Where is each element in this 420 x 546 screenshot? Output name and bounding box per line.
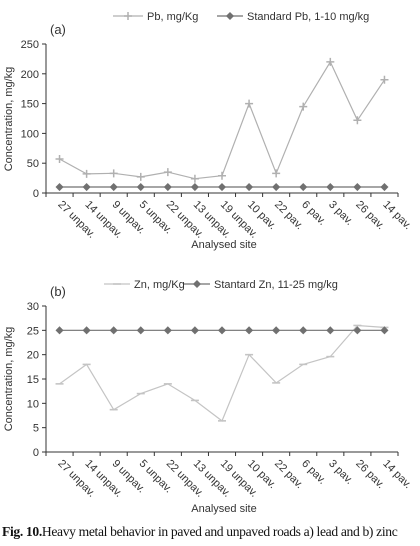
y-tick-label: 150	[21, 99, 39, 111]
data-point-1	[326, 183, 335, 192]
x-tick-label: 26 pav.	[353, 458, 386, 491]
data-point-0	[272, 169, 281, 178]
y-axis-title: Concentration, mg/kg	[3, 67, 15, 172]
data-point-1	[217, 183, 227, 192]
data-point-0	[136, 172, 145, 181]
data-point-1	[136, 326, 145, 335]
data-point-1	[326, 326, 335, 335]
panel-label: (a)	[50, 22, 66, 37]
x-tick-label: 22 pav.	[272, 199, 305, 232]
data-point-0	[190, 174, 199, 183]
x-axis-title: Analysed site	[191, 503, 256, 515]
y-tick-label: 15	[27, 374, 39, 386]
y-tick-label: 50	[27, 158, 39, 170]
legend-marker	[192, 279, 202, 289]
x-tick-label: 22 pav.	[272, 458, 305, 491]
data-point-1	[353, 326, 362, 335]
figure-caption: Fig. 10.Heavy metal behavior in paved an…	[2, 524, 420, 540]
y-tick-label: 250	[21, 39, 39, 51]
series-line-0	[59, 324, 385, 422]
y-tick-label: 0	[33, 447, 39, 459]
data-point-1	[55, 183, 64, 192]
legend-label: Zn, mg/Kg	[134, 279, 185, 291]
data-point-0	[109, 169, 118, 178]
data-point-1	[299, 183, 308, 192]
x-axis-title: Analysed site	[191, 239, 256, 251]
y-tick-label: 100	[21, 128, 39, 140]
y-tick-label: 25	[27, 325, 39, 337]
y-tick-label: 0	[33, 188, 39, 200]
y-tick-label: 20	[27, 350, 39, 362]
data-point-1	[109, 326, 118, 335]
legend-label: Pb, mg/Kg	[147, 11, 198, 23]
data-point-1	[272, 183, 281, 192]
data-point-1	[272, 326, 281, 335]
legend-marker	[225, 11, 235, 21]
y-tick-label: 5	[33, 423, 39, 435]
data-point-0	[326, 57, 335, 66]
data-point-1	[55, 326, 64, 335]
data-point-0	[380, 75, 389, 84]
data-point-0	[55, 155, 64, 164]
y-axis-title: Concentration, mg/kg	[3, 327, 15, 432]
data-point-1	[190, 326, 199, 335]
x-tick-label: 14 pav.	[380, 199, 413, 232]
data-point-1	[136, 183, 145, 192]
x-tick-label: 14 pav.	[380, 458, 413, 491]
x-tick-label: 3 pav.	[326, 458, 355, 487]
panel-label: (b)	[50, 284, 66, 299]
data-point-1	[163, 183, 172, 192]
data-point-1	[109, 183, 118, 192]
legend-marker	[124, 12, 132, 20]
data-point-1	[245, 326, 254, 335]
caption-label: Fig. 10.	[2, 524, 42, 539]
data-point-1	[353, 183, 362, 192]
data-point-0	[299, 102, 308, 111]
data-point-1	[245, 183, 254, 192]
data-point-1	[163, 326, 172, 335]
y-tick-label: 10	[27, 398, 39, 410]
data-point-1	[82, 183, 91, 192]
data-point-0	[82, 169, 91, 178]
data-point-1	[190, 183, 199, 192]
data-point-1	[82, 326, 91, 335]
data-point-1	[217, 326, 227, 335]
data-point-1	[299, 326, 308, 335]
series-line-0	[59, 60, 385, 180]
caption-text: Heavy metal behavior in paved and unpave…	[41, 524, 398, 539]
data-point-0	[245, 99, 254, 108]
data-point-0	[218, 171, 226, 180]
data-point-0	[163, 168, 172, 177]
legend-label: Stantard Zn, 11-25 mg/kg	[214, 279, 338, 291]
y-tick-label: 200	[21, 69, 39, 81]
data-point-1	[380, 183, 389, 192]
data-point-1	[380, 326, 389, 335]
x-tick-label: 26 pav.	[353, 199, 386, 232]
legend-label: Standard Pb, 1-10 mg/kg	[247, 11, 369, 23]
data-point-0	[353, 116, 362, 125]
x-tick-label: 3 pav.	[326, 199, 355, 228]
y-tick-label: 30	[27, 301, 39, 313]
